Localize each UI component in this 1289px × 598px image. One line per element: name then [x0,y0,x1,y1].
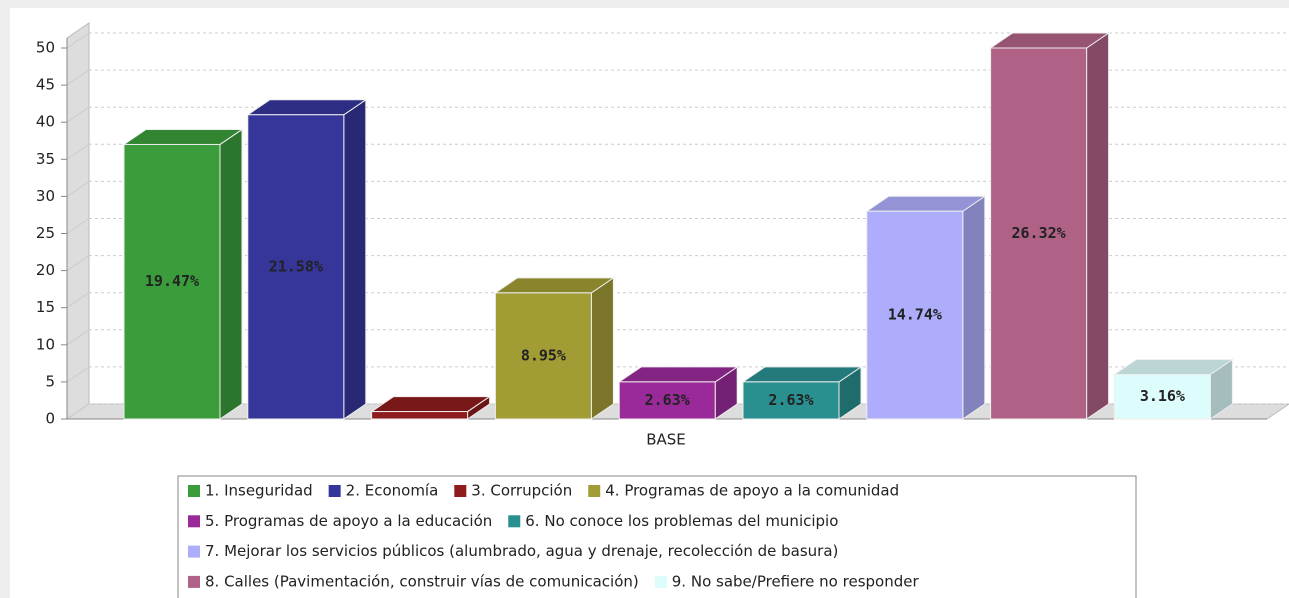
y-tick-label: 0 [45,410,55,428]
grid-line [66,143,90,160]
legend-swatch [328,485,341,497]
legend-label: 9. No sabe/Prefiere no responder [672,572,920,590]
bar-front [123,143,221,420]
y-tick-label: 10 [36,335,55,353]
y-tick-label: 5 [45,372,55,390]
bar-front [742,381,840,420]
bar-front [247,114,345,420]
bar [246,98,368,420]
grid-line [66,106,90,123]
y-tick-label: 35 [36,150,55,168]
y-tick-label: 50 [36,39,55,57]
bar-front [990,47,1088,420]
bar-side [962,195,986,420]
legend-swatch [508,515,521,528]
bar [865,195,987,420]
bar-side [219,128,243,420]
bar [369,395,492,420]
bar [122,128,244,420]
y-tick-label: 15 [36,298,55,316]
legend-swatch [188,515,200,528]
legend-label: 8. Calles (Pavimentación, construir vías… [205,572,639,590]
legend-swatch [188,575,200,588]
legend-label: 4. Programas de apoyo a la comunidad [605,482,899,500]
legend-label: 3. Corrupción [471,482,572,500]
bar [493,276,616,420]
legend-swatch [454,485,467,497]
legend-swatch [188,545,200,558]
data-label: 14.74% [888,306,942,324]
bar-side [343,98,367,420]
data-label: 2.63% [645,391,690,409]
legend-label: 1. Inseguridad [205,482,313,500]
data-label: 2.63% [768,391,813,409]
data-label: 21.58% [269,257,323,275]
grid-line [66,180,90,197]
legend-label: 5. Programas de apoyo a la educación [205,512,492,530]
bar [741,365,863,420]
grid-line [66,255,90,272]
y-tick-label: 30 [36,187,55,205]
bar-front [866,210,964,420]
grid-line [66,32,90,49]
bar-front [1113,373,1211,420]
bar-side [1086,32,1110,420]
y-tick-label: 45 [36,76,55,94]
legend-swatch [588,485,601,497]
legend-swatch [188,485,200,497]
bar-front [371,411,469,420]
x-tick-label: BASE [646,431,686,449]
y-tick-label: 25 [36,224,55,242]
bar-side [590,276,614,420]
legend-label: 6. No conoce los problemas del municipio [525,512,838,530]
legend-label: 7. Mejorar los servicios públicos (alumb… [205,542,838,560]
data-label: 3.16% [1140,387,1185,405]
legend-swatch [654,575,667,588]
legend-label: 2. Economía [346,482,439,500]
grid-line [66,69,90,86]
bar-front [494,292,592,420]
y-tick-label: 20 [36,261,55,279]
data-label: 26.32% [1012,224,1066,242]
data-label: 19.47% [145,272,199,290]
bar [1112,358,1235,420]
y-tick-label: 40 [36,113,55,131]
grid-line [66,292,90,309]
bar-front [618,381,716,420]
grid-line [66,366,90,383]
grid-line [66,329,90,346]
bar [617,365,739,420]
data-label: 8.95% [521,346,566,364]
grid-line [66,403,90,420]
bar [988,32,1111,420]
grid-line [66,218,90,234]
